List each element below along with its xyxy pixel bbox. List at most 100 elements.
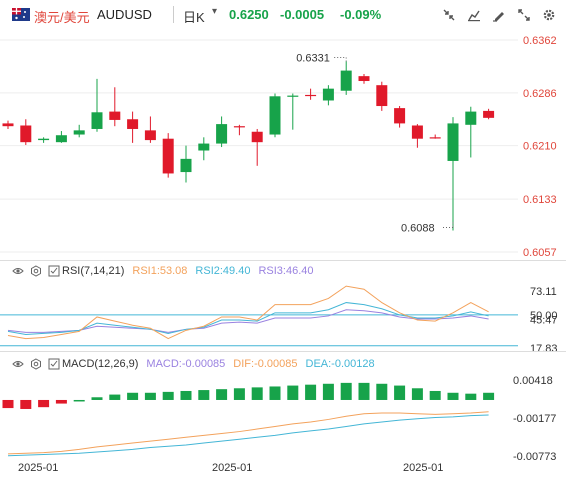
candle-body [127,119,139,129]
price-tick-label: 0.6210 [523,141,557,153]
macd-histogram-bar [287,385,299,400]
pair-chinese-name[interactable]: 澳元/美元 [34,10,90,25]
price-tick-label: 0.6057 [523,247,557,259]
candle-body [38,138,50,141]
rsi-tick-label: 50.00 [530,310,558,322]
candle-body [376,85,388,107]
candle-body [465,111,477,125]
candle-body [55,135,67,143]
macd-histogram-bar [20,399,32,409]
candle-body [483,110,495,118]
macd-histogram-bar [340,382,352,400]
macd-histogram-bar [269,386,281,400]
macd-histogram-bar [483,392,495,400]
candle-body [233,126,245,128]
checkbox-icon[interactable] [48,265,60,277]
macd-histogram-bar [73,399,85,402]
macd-histogram-bar [55,399,67,404]
eye-icon[interactable] [12,358,24,370]
settings-small-icon[interactable] [30,265,42,277]
macd-tick-label: 0.00418 [513,375,553,387]
candle-body [358,76,370,82]
rsi-name: RSI(7,14,21) [62,265,125,277]
rsi3-line [7,309,489,333]
candle-body [447,123,459,161]
header-divider [173,6,174,23]
candle-body [73,130,85,135]
price-candlestick-pane[interactable]: 0.6362 0.6286 0.6210 0.6133 0.6057 0.6331 0.60… [0,30,566,260]
macd-histogram-bar [429,390,441,400]
macd-title-bar: MACD(12,26,9) MACD:-0.00085 DIF:-0.00085… [12,358,383,370]
expand-icon[interactable] [515,6,533,24]
dif-value: DIF:-0.00085 [233,358,298,370]
pair-symbol[interactable]: AUDUSD [97,7,152,22]
date-axis-label: 2025-01 [18,462,59,474]
macd-histogram-bar [411,388,423,400]
macd-histogram-bar [91,397,103,400]
candle-body [251,131,263,143]
macd-histogram-bar [322,383,334,400]
rsi-tick-label: 73.11 [530,286,557,298]
settings-icon[interactable] [540,6,558,24]
macd-histogram-bar [162,391,174,400]
macd-histogram-bar [465,393,477,400]
candle-body [198,143,210,151]
candle-body [340,70,352,91]
candle-body [91,112,103,129]
current-price: 0.6250 [229,7,269,22]
chevron-down-icon[interactable]: ▾ [212,6,218,17]
checkbox-icon[interactable] [48,358,60,370]
rsi1-line [7,285,489,340]
candle-body [216,124,228,144]
macd-histogram-bar [358,382,370,400]
interval-selector[interactable]: 日K [183,10,205,25]
high-price-annotation: 0.6331 [296,53,330,65]
candle-body [305,94,317,97]
compress-icon[interactable] [440,6,458,24]
macd-histogram-bar [198,390,210,400]
draw-icon[interactable] [465,6,483,24]
macd-histogram-bar [447,392,459,400]
candle-body [287,95,299,97]
macd-histogram-bar [109,394,121,400]
macd-histogram-bar [233,388,245,400]
macd-value: MACD:-0.00085 [146,358,226,370]
macd-pane[interactable]: 0.00418 -0.00177 -0.00773 [0,352,566,463]
macd-histogram-bar [376,383,388,400]
date-axis-label: 2025-01 [403,462,444,474]
candle-body [109,111,121,120]
pane-divider [0,351,566,352]
price-tick-label: 0.6133 [523,194,557,206]
candle-body [429,137,441,139]
chart-header: 澳元/美元 AUDUSD 日K ▾ 0.6250 -0.0005 -0.09% [0,0,566,30]
pen-icon[interactable] [490,6,508,24]
candle-body [2,123,14,127]
candle-body [322,88,334,101]
candle-body [20,125,32,143]
candle-body [394,108,406,124]
macd-histogram-bar [251,387,263,400]
macd-histogram-bar [216,389,228,400]
candle-body [180,158,192,173]
eye-icon[interactable] [12,265,24,277]
dea-line [7,414,489,457]
macd-histogram-bar [2,399,14,409]
macd-histogram-bar [127,392,139,400]
macd-tick-label: -0.00773 [513,451,556,463]
macd-histogram-bar [38,399,50,408]
australia-flag-icon [12,8,30,21]
candle-body [162,138,174,174]
rsi3-value: RSI3:46.40 [258,265,314,277]
date-axis-label: 2025-01 [212,462,253,474]
macd-histogram-bar [394,385,406,400]
price-change: -0.0005 [280,7,325,22]
low-price-annotation: 0.6088 [401,222,435,234]
macd-histogram-bar [305,384,317,400]
macd-histogram-bar [144,392,156,400]
settings-small-icon[interactable] [30,358,42,370]
dif-line [7,411,489,455]
macd-name: MACD(12,26,9) [62,358,139,370]
macd-tick-label: -0.00177 [513,413,556,425]
pane-divider [0,260,566,261]
